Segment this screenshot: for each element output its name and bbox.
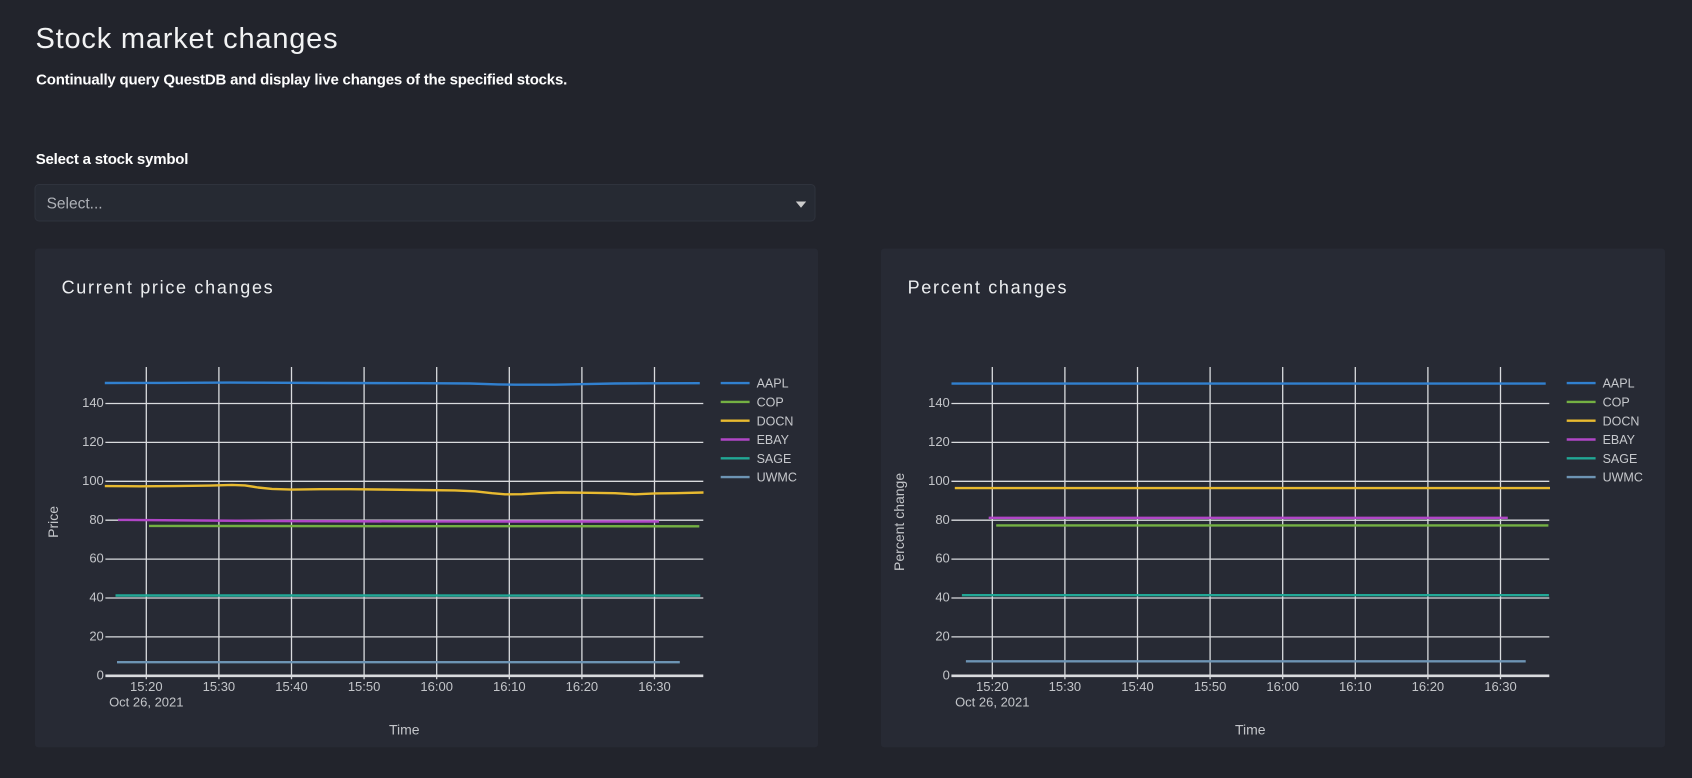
svg-text:140: 140 bbox=[82, 395, 104, 410]
svg-text:15:30: 15:30 bbox=[203, 679, 236, 694]
svg-text:120: 120 bbox=[928, 434, 950, 449]
svg-text:15:30: 15:30 bbox=[1049, 679, 1082, 694]
svg-text:Time: Time bbox=[389, 721, 420, 737]
svg-text:15:40: 15:40 bbox=[275, 679, 308, 694]
svg-text:UWMC: UWMC bbox=[1603, 471, 1643, 485]
svg-text:Percent change: Percent change bbox=[891, 473, 907, 571]
svg-text:UWMC: UWMC bbox=[757, 471, 797, 485]
svg-text:20: 20 bbox=[935, 629, 949, 644]
svg-text:0: 0 bbox=[97, 667, 104, 682]
svg-text:Oct 26, 2021: Oct 26, 2021 bbox=[109, 695, 183, 710]
svg-text:16:20: 16:20 bbox=[1412, 679, 1445, 694]
svg-text:15:40: 15:40 bbox=[1121, 679, 1154, 694]
svg-text:AAPL: AAPL bbox=[757, 377, 789, 391]
svg-text:40: 40 bbox=[935, 590, 949, 605]
svg-text:0: 0 bbox=[943, 667, 950, 682]
svg-text:16:00: 16:00 bbox=[1266, 679, 1299, 694]
svg-text:Select...: Select... bbox=[47, 196, 103, 213]
svg-text:Stock market changes: Stock market changes bbox=[36, 23, 339, 55]
svg-text:16:10: 16:10 bbox=[1339, 679, 1372, 694]
svg-text:16:00: 16:00 bbox=[420, 679, 453, 694]
svg-text:SAGE: SAGE bbox=[757, 452, 792, 466]
svg-text:16:30: 16:30 bbox=[638, 679, 671, 694]
svg-text:EBAY: EBAY bbox=[1603, 433, 1636, 447]
svg-text:60: 60 bbox=[89, 551, 103, 566]
svg-text:DOCN: DOCN bbox=[1603, 414, 1640, 428]
svg-text:16:20: 16:20 bbox=[566, 679, 599, 694]
svg-text:15:20: 15:20 bbox=[130, 679, 163, 694]
svg-text:Percent changes: Percent changes bbox=[908, 277, 1069, 297]
svg-text:Continually query QuestDB and: Continually query QuestDB and display li… bbox=[36, 72, 567, 89]
svg-text:140: 140 bbox=[928, 395, 950, 410]
svg-text:Price: Price bbox=[45, 506, 61, 538]
svg-text:80: 80 bbox=[89, 512, 103, 527]
svg-text:DOCN: DOCN bbox=[757, 414, 794, 428]
svg-text:16:30: 16:30 bbox=[1484, 679, 1517, 694]
svg-text:Current price changes: Current price changes bbox=[62, 277, 275, 297]
svg-text:16:10: 16:10 bbox=[493, 679, 526, 694]
svg-text:100: 100 bbox=[82, 473, 104, 488]
svg-text:Time: Time bbox=[1235, 721, 1266, 737]
svg-text:EBAY: EBAY bbox=[757, 433, 790, 447]
svg-text:Select a stock symbol: Select a stock symbol bbox=[36, 151, 189, 168]
svg-text:40: 40 bbox=[89, 590, 103, 605]
svg-text:100: 100 bbox=[928, 473, 950, 488]
svg-text:15:20: 15:20 bbox=[976, 679, 1009, 694]
svg-text:60: 60 bbox=[935, 551, 949, 566]
svg-text:COP: COP bbox=[1603, 396, 1630, 410]
svg-text:AAPL: AAPL bbox=[1603, 377, 1635, 391]
svg-text:SAGE: SAGE bbox=[1603, 452, 1638, 466]
svg-text:120: 120 bbox=[82, 434, 104, 449]
svg-text:80: 80 bbox=[935, 512, 949, 527]
svg-text:Oct 26, 2021: Oct 26, 2021 bbox=[955, 695, 1029, 710]
svg-text:COP: COP bbox=[757, 396, 784, 410]
svg-text:15:50: 15:50 bbox=[1194, 679, 1227, 694]
svg-text:20: 20 bbox=[89, 629, 103, 644]
svg-text:15:50: 15:50 bbox=[348, 679, 381, 694]
